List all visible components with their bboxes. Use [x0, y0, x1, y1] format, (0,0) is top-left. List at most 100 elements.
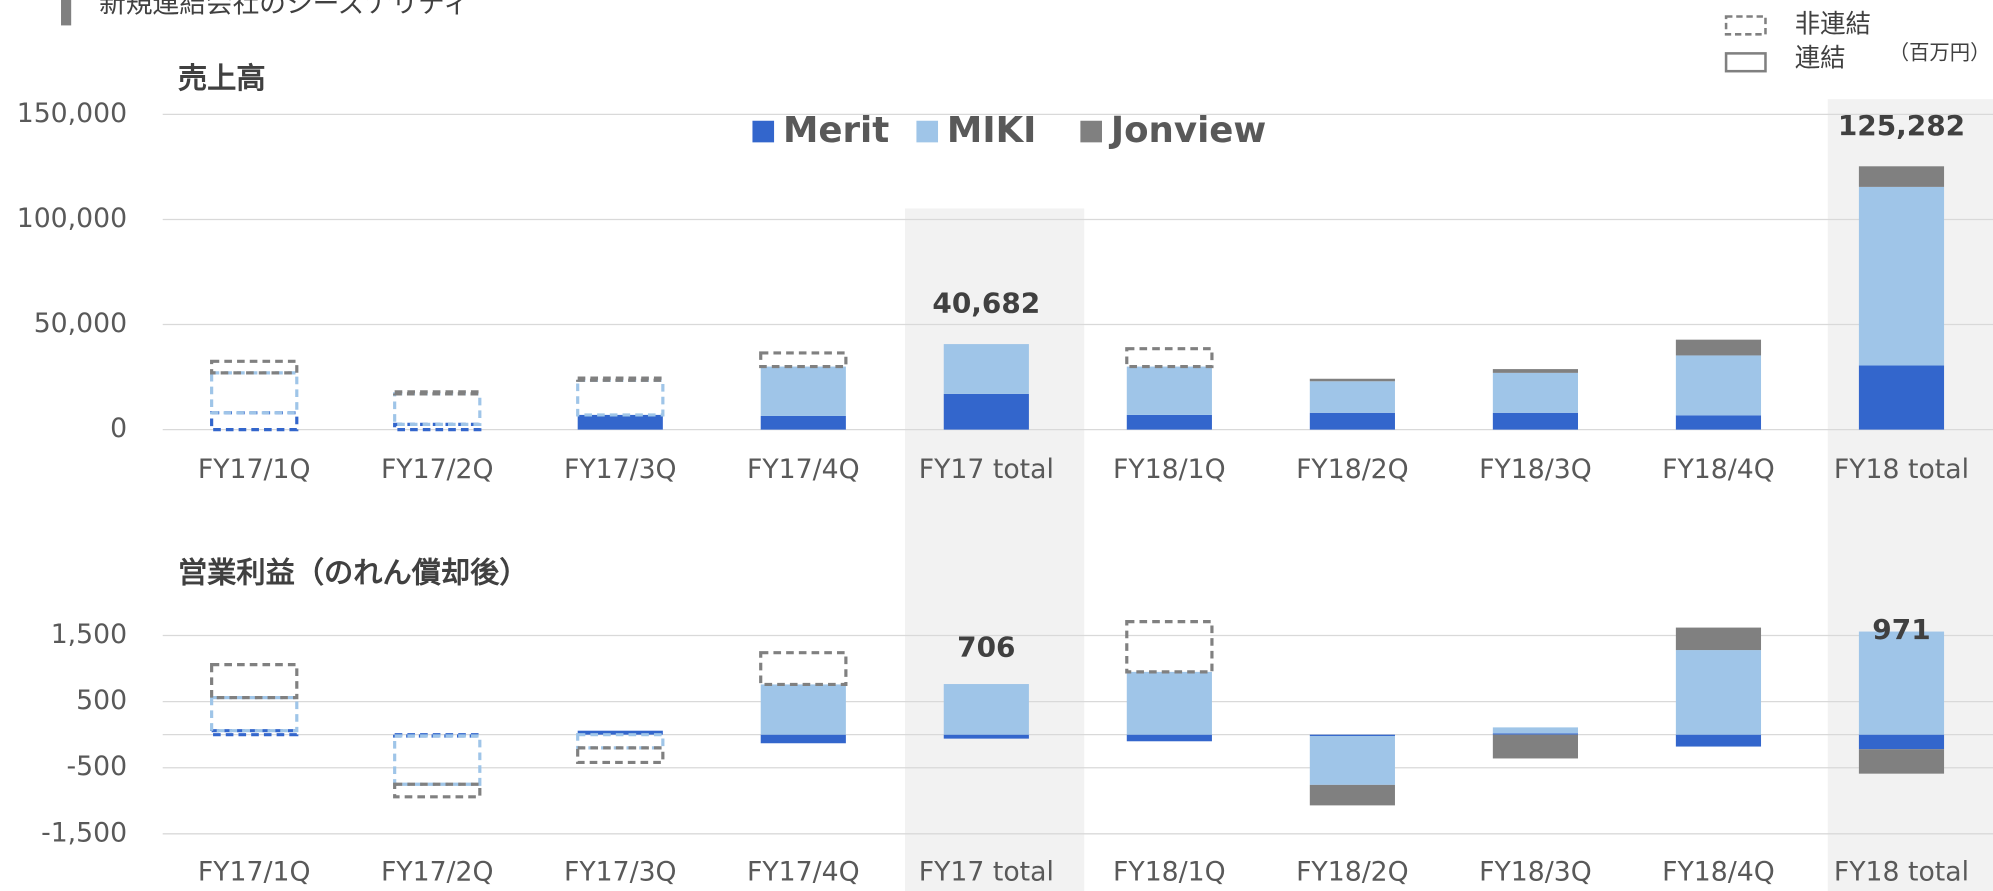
bar-segment [210, 411, 299, 432]
y-tick-label: 1,500 [51, 619, 127, 650]
x-tick-label: FY18/2Q [1296, 857, 1409, 888]
bar-segment [1125, 347, 1214, 369]
highlight-band [904, 208, 1085, 891]
bar-segment [1309, 381, 1395, 413]
legend-label: MIKI [947, 110, 1036, 151]
bar-segment [393, 392, 482, 426]
bar-segment [760, 415, 846, 430]
bar-segment [1675, 650, 1762, 735]
bar-segment [577, 414, 663, 430]
x-tick-label: FY17/2Q [381, 857, 494, 888]
legend-label: Jonview [1109, 110, 1266, 151]
bar-segment [943, 393, 1029, 430]
y-tick-label: 500 [76, 685, 127, 716]
bar-segment [760, 366, 846, 416]
legend-label: Merit [783, 110, 889, 151]
bar-segment [1675, 734, 1762, 747]
x-tick-label: FY18/4Q [1662, 454, 1775, 485]
bar-segment [1126, 671, 1212, 735]
bar-segment [393, 390, 482, 396]
total-label: 125,282 [1838, 109, 1965, 142]
bar-segment [210, 696, 299, 733]
bar-segment [576, 378, 665, 417]
unit-label: （百万円） [1889, 40, 1991, 64]
x-tick-label: FY17/3Q [564, 454, 677, 485]
bar-segment [1492, 733, 1579, 735]
y-tick-label: 50,000 [34, 308, 127, 339]
total-label: 971 [1872, 613, 1930, 646]
x-tick-label: FY17 total [919, 857, 1054, 888]
bar-segment [210, 371, 299, 415]
x-tick-label: FY18/1Q [1113, 857, 1226, 888]
bar-segment [943, 734, 1029, 739]
bar-segment [759, 351, 848, 369]
bar-segment [1492, 734, 1579, 759]
x-tick-label: FY18 total [1834, 857, 1969, 888]
bar-segment [1675, 355, 1762, 416]
bar-segment [1858, 734, 1945, 750]
bar-segment [393, 734, 482, 786]
bar-segment [1675, 339, 1762, 356]
x-tick-label: FY17/3Q [564, 857, 677, 888]
bar-segment [1309, 734, 1395, 736]
bar-segment [759, 651, 848, 687]
bar-segment [1309, 412, 1395, 430]
bar-segment [943, 684, 1029, 735]
bar-segment [1858, 365, 1945, 430]
y-tick-label: 0 [110, 413, 127, 444]
legend-dashed-label: 非連結 [1795, 8, 1871, 38]
x-tick-label: FY17/4Q [747, 857, 860, 888]
bar-segment [760, 734, 846, 744]
legend-swatch [752, 120, 775, 143]
x-tick-label: FY18/3Q [1479, 857, 1592, 888]
x-tick-label: FY17 total [919, 454, 1054, 485]
x-tick-label: FY18/3Q [1479, 454, 1592, 485]
bar-segment [576, 746, 665, 765]
bar-segment [210, 729, 299, 737]
bar-segment [1858, 186, 1945, 366]
bar-segment [1858, 631, 1945, 735]
x-tick-label: FY17/1Q [198, 454, 311, 485]
bar-segment [1309, 784, 1395, 806]
bar-segment [1858, 749, 1945, 774]
legend-dashed-swatch [1724, 15, 1767, 36]
bar-segment [1675, 627, 1762, 651]
x-tick-label: FY18 total [1834, 454, 1969, 485]
header-marker [61, 0, 72, 26]
bar-segment [1492, 727, 1579, 734]
bar-segment [1492, 372, 1579, 413]
x-tick-label: FY17/4Q [747, 454, 860, 485]
bar-segment [393, 782, 482, 799]
bar-segment [1858, 166, 1945, 187]
bar-segment [1126, 414, 1212, 430]
x-tick-label: FY18/4Q [1662, 857, 1775, 888]
x-tick-label: FY18/2Q [1296, 454, 1409, 485]
bar-segment [1309, 378, 1395, 382]
bar-segment [1125, 620, 1214, 674]
x-tick-label: FY17/1Q [198, 857, 311, 888]
bar-segment [1126, 734, 1212, 742]
legend-swatch [1080, 120, 1102, 143]
bar-segment [1126, 366, 1212, 415]
bar-segment [576, 376, 665, 382]
chart-title: 営業利益（のれん償却後） [178, 556, 529, 590]
bar-segment [1492, 412, 1579, 430]
x-tick-label: FY18/1Q [1113, 454, 1226, 485]
bar-segment [1309, 735, 1395, 785]
y-tick-label: 100,000 [17, 203, 127, 234]
bar-segment [943, 344, 1029, 394]
total-label: 40,682 [932, 287, 1040, 320]
bar-segment [1675, 415, 1762, 430]
bar-segment [576, 733, 665, 750]
header-title: 新規連結会社のシーズナリティ [99, 0, 470, 20]
chart-title: 売上高 [178, 61, 266, 95]
y-tick-label: -1,500 [41, 817, 127, 848]
x-tick-label: FY17/2Q [381, 454, 494, 485]
bar-segment [1492, 369, 1579, 373]
y-tick-label: 150,000 [17, 98, 127, 129]
bar-segment [210, 359, 299, 375]
bar-segment [577, 730, 663, 735]
bar-segment [760, 684, 846, 735]
bar-segment [210, 663, 299, 700]
